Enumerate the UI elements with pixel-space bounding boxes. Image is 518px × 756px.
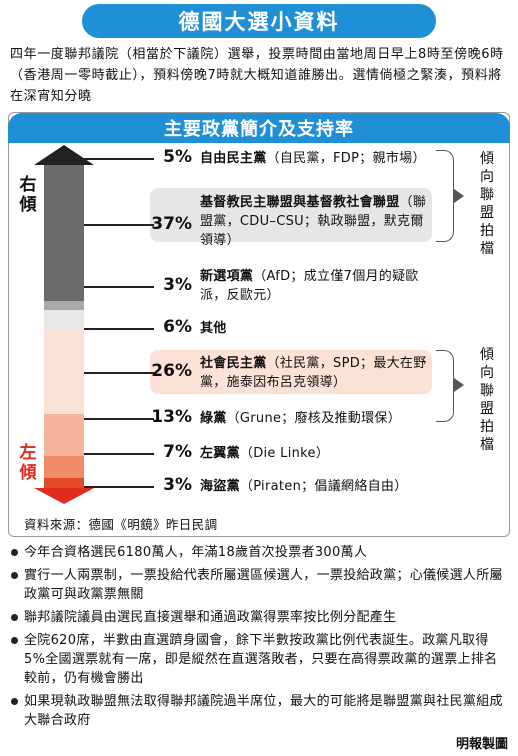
- support-bar-segment: [44, 455, 84, 479]
- party-name: 社會民主黨: [200, 356, 267, 371]
- party-description: 基督教民主聯盟與基督教社會聯盟（聯盟黨，CDU–CSU；執政聯盟，默克爾領導）: [200, 193, 428, 250]
- arrow-right-icon: [454, 189, 464, 203]
- party-name: 綠黨: [200, 411, 227, 426]
- list-item: 聯邦議院議員由選民直接選舉和通過政黨得票率按比例分配產生: [8, 608, 508, 627]
- party-percent: 5%: [163, 147, 192, 167]
- party-description: 自由民主黨（自民黨，FDP；親市場）: [200, 149, 440, 168]
- arrow-down-icon: [34, 488, 94, 504]
- party-description: 其他: [200, 319, 430, 338]
- left-lean-label: 左傾: [19, 443, 37, 483]
- arrow-right-icon: [454, 378, 464, 392]
- party-percent: 7%: [163, 442, 192, 462]
- party-description: 綠黨（Grune；廢核及推動環保）: [200, 409, 440, 428]
- leader-line: [84, 372, 154, 374]
- leader-line: [84, 224, 154, 226]
- support-bar-segment: [44, 181, 84, 301]
- spd-highlight-box: [150, 350, 432, 394]
- coalition-bracket: [436, 150, 454, 242]
- facts-list: 今年合資格選民6180萬人，年滿18歲首次投票者300萬人 實行一人兩票制，一票…: [8, 543, 508, 734]
- party-percent: 3%: [163, 475, 192, 495]
- panel-title: 主要政黨簡介及支持率: [8, 113, 510, 143]
- arrow-up-icon: [34, 145, 94, 165]
- credit: 明報製圖: [455, 737, 508, 752]
- party-name: 自由民主黨: [200, 151, 267, 166]
- party-name: 其他: [200, 321, 227, 336]
- party-description: 新選項黨（AfD；成立僅7個月的疑歐派，反歐元）: [200, 267, 430, 305]
- support-bar-segment: [44, 310, 84, 330]
- list-item: 實行一人兩票制，一票投給代表所屬選區候選人，一票投給政黨；心儀候選人所屬政黨可與…: [8, 566, 508, 604]
- bracket-label: 傾向聯盟拍檔: [480, 151, 494, 257]
- leader-line: [84, 158, 154, 160]
- list-item: 如果現執政聯盟無法取得聯邦議院過半席位，最大的可能將是聯盟黨與社民黨組成大聯合政…: [8, 692, 508, 730]
- list-item: 全院620席，半數由直選躋身國會，餘下半數按政黨比例代表誕生。政黨凡取得5%全國…: [8, 631, 508, 688]
- party-detail: （Grune；廢核及推動環保）: [226, 411, 402, 426]
- leader-line: [84, 418, 154, 420]
- leader-line: [84, 453, 154, 455]
- party-name: 新選項黨: [200, 269, 254, 284]
- party-percent: 3%: [163, 275, 192, 295]
- party-detail: （Die Linke）: [239, 446, 330, 461]
- party-percent: 26%: [151, 361, 192, 381]
- support-bar-segment: [44, 478, 84, 488]
- party-description: 海盜黨（Piraten；倡議網絡自由）: [200, 477, 440, 496]
- party-percent: 6%: [163, 317, 192, 337]
- support-bar-segment: [44, 300, 84, 311]
- party-name: 左翼黨: [200, 446, 240, 461]
- party-detail: （Piraten；倡議網絡自由）: [239, 479, 408, 494]
- party-description: 左翼黨（Die Linke）: [200, 444, 440, 463]
- support-bar-segment: [44, 329, 84, 414]
- party-detail: （自民黨，FDP；親市場）: [266, 151, 426, 166]
- party-detail: （社民黨，SPD；最大在野黨，施泰因布呂克領導）: [200, 356, 427, 390]
- intro-text: 四年一度聯邦議院（相當於下議院）選舉，投票時間由當地周日早上8時至傍晚6時（香港…: [10, 47, 504, 104]
- coalition-bracket: [436, 350, 454, 422]
- party-description: 社會民主黨（社民黨，SPD；最大在野黨，施泰因布呂克領導）: [200, 354, 428, 392]
- party-panel: [8, 112, 510, 537]
- data-source: 資料來源：德國《明鏡》昨日民調: [24, 517, 218, 532]
- support-bar-segment: [44, 413, 84, 456]
- leader-line: [84, 328, 154, 330]
- party-percent: 13%: [151, 407, 192, 427]
- list-item: 今年合資格選民6180萬人，年滿18歲首次投票者300萬人: [8, 543, 508, 562]
- leader-line: [84, 286, 154, 288]
- right-lean-label: 右傾: [19, 175, 37, 215]
- page-title: 德國大選小資料: [82, 4, 436, 38]
- party-name: 基督教民主聯盟與基督教社會聯盟: [200, 195, 400, 210]
- party-detail: （聯盟黨，CDU–CSU；執政聯盟，默克爾領導）: [200, 195, 427, 248]
- leader-line: [84, 486, 154, 488]
- party-detail: （AfD；成立僅7個月的疑歐派，反歐元）: [200, 269, 419, 303]
- cdu-highlight-box: [150, 188, 432, 242]
- party-name: 海盜黨: [200, 479, 240, 494]
- support-bar-segment: [44, 165, 84, 182]
- party-percent: 37%: [151, 214, 192, 234]
- bracket-label: 傾向聯盟拍檔: [480, 347, 494, 453]
